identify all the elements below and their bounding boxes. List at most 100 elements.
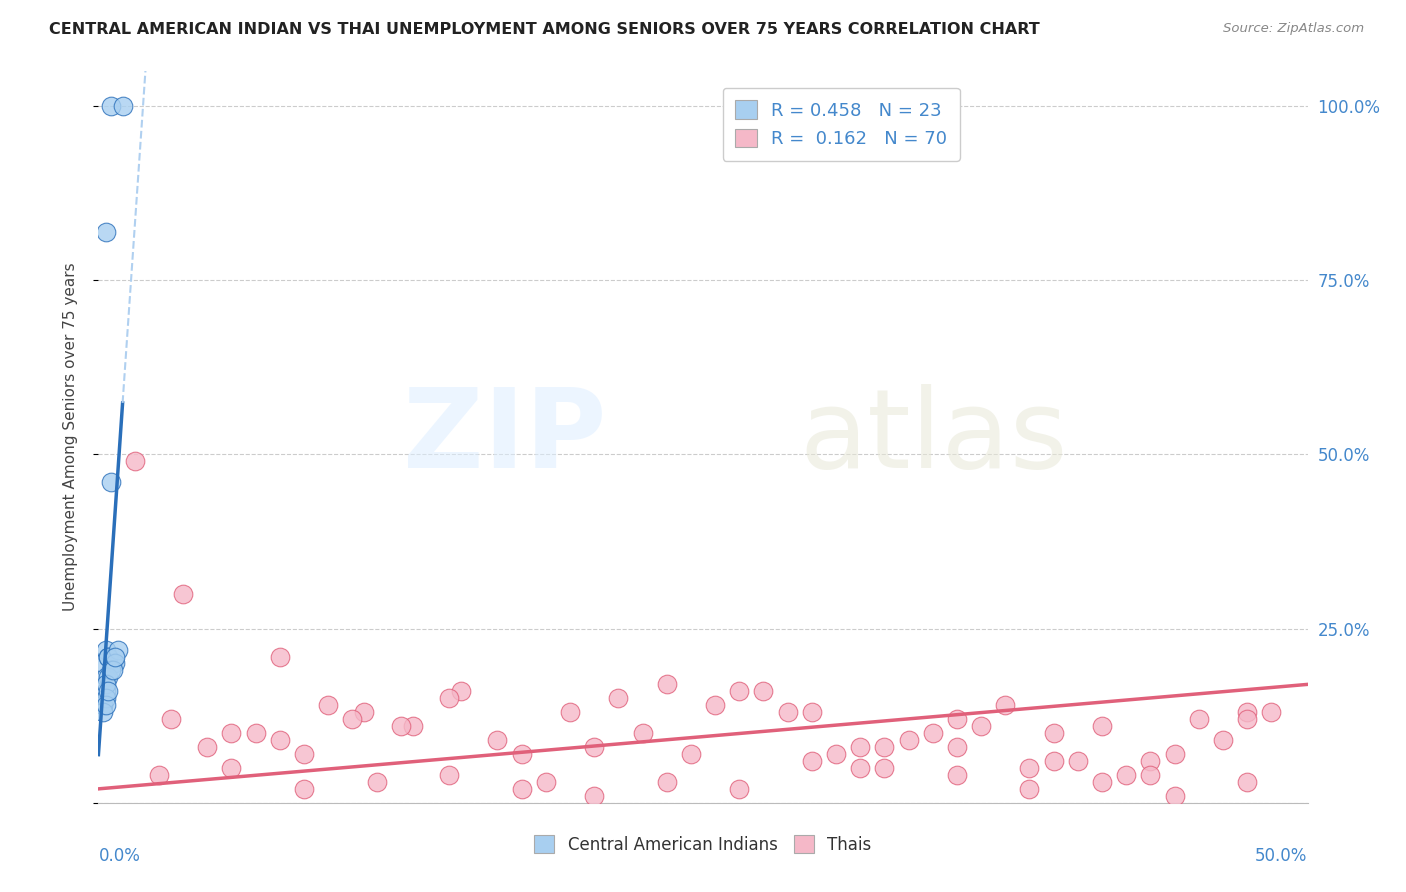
- Point: [97, 670, 120, 684]
- Point: [316, 698, 339, 713]
- Point: [292, 747, 315, 761]
- Y-axis label: Unemployment Among Seniors over 75 years: Unemployment Among Seniors over 75 years: [63, 263, 77, 611]
- Point: [111, 99, 134, 113]
- Point: [366, 775, 388, 789]
- Point: [245, 726, 267, 740]
- Point: [437, 691, 460, 706]
- Point: [583, 740, 606, 755]
- Point: [921, 726, 943, 740]
- Point: [101, 664, 124, 678]
- Point: [752, 684, 775, 698]
- Point: [353, 705, 375, 719]
- Point: [97, 684, 120, 698]
- Point: [107, 642, 129, 657]
- Text: CENTRAL AMERICAN INDIAN VS THAI UNEMPLOYMENT AMONG SENIORS OVER 75 YEARS CORRELA: CENTRAL AMERICAN INDIAN VS THAI UNEMPLOY…: [49, 22, 1040, 37]
- Point: [873, 761, 896, 775]
- Point: [221, 726, 243, 740]
- Point: [160, 712, 183, 726]
- Point: [1018, 781, 1040, 796]
- Point: [94, 691, 117, 706]
- Point: [1236, 712, 1258, 726]
- Point: [679, 747, 702, 761]
- Point: [1212, 733, 1234, 747]
- Point: [124, 454, 146, 468]
- Point: [389, 719, 412, 733]
- Point: [91, 705, 114, 719]
- Point: [342, 712, 364, 726]
- Point: [825, 747, 848, 761]
- Point: [450, 684, 472, 698]
- Point: [292, 781, 315, 796]
- Point: [1091, 719, 1114, 733]
- Point: [704, 698, 727, 713]
- Point: [91, 698, 114, 713]
- Point: [269, 649, 291, 664]
- Point: [94, 684, 117, 698]
- Point: [1018, 761, 1040, 775]
- Point: [946, 768, 969, 782]
- Point: [486, 733, 509, 747]
- Text: atlas: atlas: [800, 384, 1069, 491]
- Point: [148, 768, 170, 782]
- Point: [970, 719, 993, 733]
- Point: [800, 705, 823, 719]
- Point: [1139, 768, 1161, 782]
- Point: [101, 657, 124, 671]
- Point: [946, 740, 969, 755]
- Point: [946, 712, 969, 726]
- Point: [510, 781, 533, 796]
- Point: [1042, 754, 1064, 768]
- Point: [269, 733, 291, 747]
- Point: [437, 768, 460, 782]
- Point: [728, 684, 751, 698]
- Point: [1115, 768, 1137, 782]
- Point: [558, 705, 581, 719]
- Point: [534, 775, 557, 789]
- Point: [1163, 747, 1185, 761]
- Text: ZIP: ZIP: [404, 384, 606, 491]
- Point: [100, 99, 122, 113]
- Point: [94, 698, 117, 713]
- Point: [1042, 726, 1064, 740]
- Point: [849, 761, 872, 775]
- Point: [873, 740, 896, 755]
- Point: [1091, 775, 1114, 789]
- Point: [776, 705, 799, 719]
- Point: [1163, 789, 1185, 803]
- Point: [994, 698, 1017, 713]
- Point: [1260, 705, 1282, 719]
- Point: [104, 649, 127, 664]
- Point: [1139, 754, 1161, 768]
- Point: [91, 657, 114, 671]
- Point: [104, 657, 127, 671]
- Point: [728, 781, 751, 796]
- Point: [1067, 754, 1090, 768]
- Point: [510, 747, 533, 761]
- Point: [1236, 775, 1258, 789]
- Point: [94, 670, 117, 684]
- Point: [94, 677, 117, 691]
- Point: [897, 733, 920, 747]
- Point: [1236, 705, 1258, 719]
- Point: [849, 740, 872, 755]
- Point: [97, 649, 120, 664]
- Point: [97, 649, 120, 664]
- Point: [655, 775, 678, 789]
- Point: [607, 691, 630, 706]
- Text: 50.0%: 50.0%: [1256, 847, 1308, 864]
- Point: [1188, 712, 1211, 726]
- Legend: Central American Indians, Thais: Central American Indians, Thais: [527, 829, 879, 860]
- Text: Source: ZipAtlas.com: Source: ZipAtlas.com: [1223, 22, 1364, 36]
- Point: [94, 225, 117, 239]
- Point: [195, 740, 218, 755]
- Point: [583, 789, 606, 803]
- Point: [100, 664, 122, 678]
- Point: [402, 719, 425, 733]
- Point: [100, 475, 122, 490]
- Point: [800, 754, 823, 768]
- Point: [94, 642, 117, 657]
- Point: [172, 587, 194, 601]
- Text: 0.0%: 0.0%: [98, 847, 141, 864]
- Point: [221, 761, 243, 775]
- Point: [631, 726, 654, 740]
